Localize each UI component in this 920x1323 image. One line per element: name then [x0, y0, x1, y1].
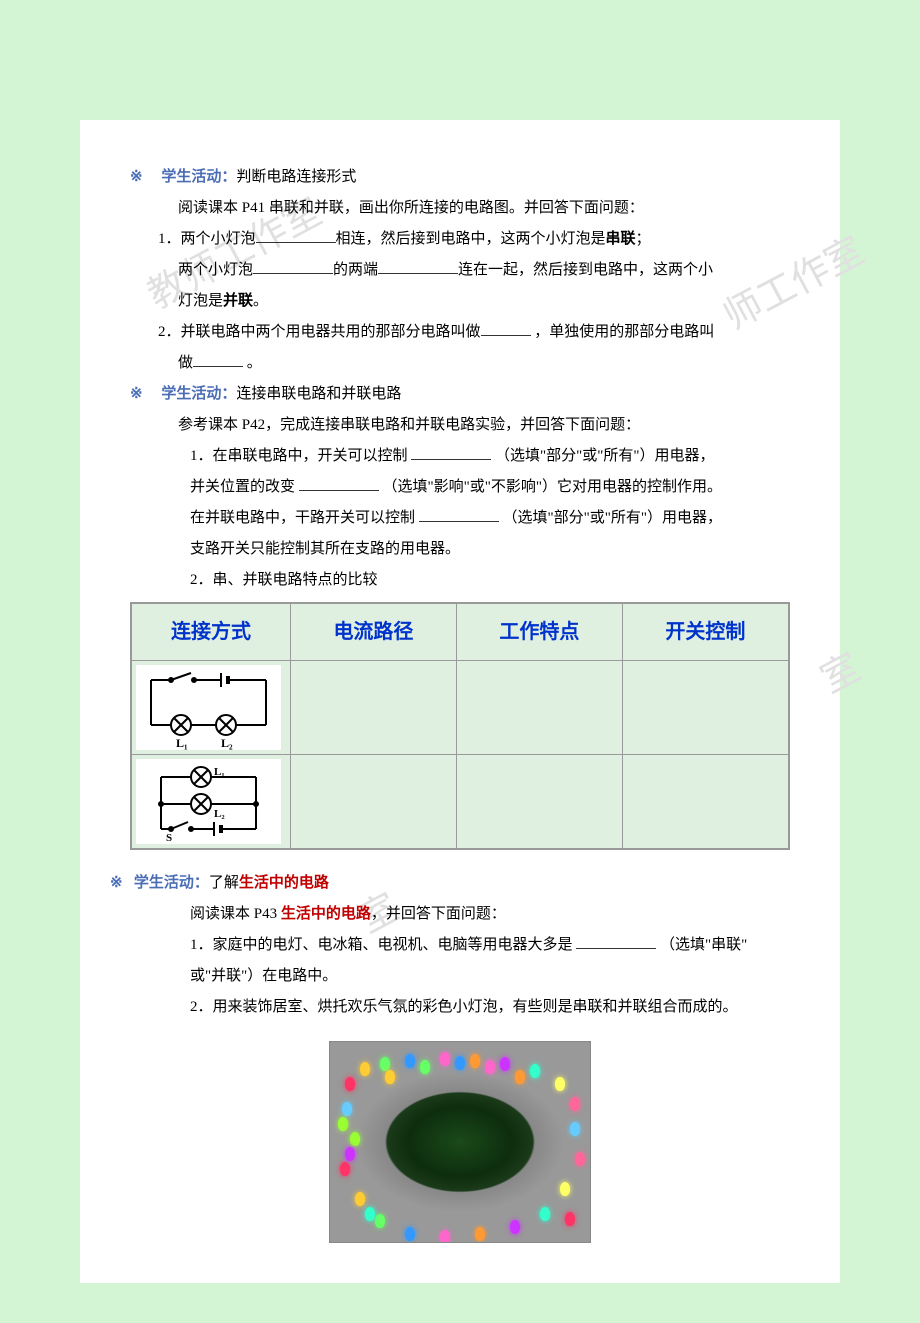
comparison-table: 连接方式 电流路径 工作特点 开关控制	[130, 602, 790, 850]
text: 在并联电路中，干路开关可以控制	[190, 510, 415, 526]
text: （选填"部分"或"所有"）用电器，	[503, 510, 723, 526]
q1-text: 相连，然后接到电路中，这两个小灯泡是	[336, 231, 606, 247]
q1b-text: 灯泡是	[178, 293, 223, 309]
watermark: 室	[808, 635, 874, 713]
cell-empty	[291, 661, 457, 755]
parallel-bold: 并联	[223, 293, 253, 309]
blank-field[interactable]	[256, 227, 336, 243]
q2-text: 做	[178, 355, 193, 371]
q1b-text: 。	[253, 293, 268, 309]
activity1-q2-end: 做 。	[130, 350, 790, 377]
q1-text: 1．两个小灯泡	[158, 231, 256, 247]
blank-field[interactable]	[576, 933, 656, 949]
label-l2: L₂	[221, 736, 233, 750]
series-circuit-diagram: L₁ L₂	[131, 661, 291, 755]
content-body: ※ 学生活动：判断电路连接形式 阅读课本 P41 串联和并联，画出你所连接的电路…	[130, 164, 790, 1253]
activity1-heading: ※ 学生活动：判断电路连接形式	[130, 164, 790, 191]
marker: ※	[110, 875, 123, 891]
christmas-lights-photo	[329, 1041, 591, 1243]
q1b-text: 的两端	[333, 262, 378, 278]
th-switch: 开关控制	[622, 603, 789, 661]
th-connection: 连接方式	[131, 603, 291, 661]
series-bold: 串联	[606, 231, 636, 247]
table-row-parallel: L₁ L₂ S	[131, 755, 789, 850]
activity3-heading: ※ 学生活动：了解生活中的电路	[110, 870, 790, 897]
activity2-q2: 2．串、并联电路特点的比较	[130, 567, 790, 594]
activity2-q1c: 并关位置的改变 （选填"影响"或"不影响"）它对用电器的控制作用。	[130, 474, 790, 501]
label-l1: L₁	[176, 736, 188, 750]
marker: ※	[130, 169, 143, 185]
label-s: S	[166, 832, 172, 844]
q2-text: 。	[247, 355, 262, 371]
text: 1．家庭中的电灯、电冰箱、电视机、电脑等用电器大多是	[190, 937, 573, 953]
activity1-title: 判断电路连接形式	[236, 169, 356, 185]
th-feature: 工作特点	[456, 603, 622, 661]
text: （选填"影响"或"不影响"）它对用电器的控制作用。	[383, 479, 723, 495]
activity2-heading: ※ 学生活动：连接串联电路和并联电路	[130, 381, 790, 408]
activity1-q1b-end: 灯泡是并联。	[130, 288, 790, 315]
blank-field[interactable]	[378, 258, 458, 274]
activity1-intro: 阅读课本 P41 串联和并联，画出你所连接的电路图。并回答下面问题：	[130, 195, 790, 222]
label-l2: L₂	[214, 808, 225, 820]
blank-field[interactable]	[411, 444, 491, 460]
text: （选填"串联"	[660, 937, 747, 953]
activity-label: 学生活动：	[134, 875, 209, 891]
parallel-circuit-diagram: L₁ L₂ S	[131, 755, 291, 850]
activity2-q1e: 在并联电路中，干路开关可以控制 （选填"部分"或"所有"）用电器，	[130, 505, 790, 532]
blank-field[interactable]	[419, 506, 499, 522]
activity-label: 学生活动：	[161, 386, 236, 402]
q1-text: ；	[636, 231, 651, 247]
text: 并关位置的改变	[190, 479, 295, 495]
title-red: 生活中的电路	[239, 875, 329, 891]
cell-empty	[622, 661, 789, 755]
text: 1．在串联电路中，开关可以控制	[190, 448, 408, 464]
red-text: 生活中的电路	[281, 906, 371, 922]
activity2-intro: 参考课本 P42，完成连接串联电路和并联电路实验，并回答下面问题：	[130, 412, 790, 439]
activity2-title: 连接串联电路和并联电路	[236, 386, 401, 402]
blank-field[interactable]	[193, 351, 243, 367]
q2-text: ，单独使用的那部分电路叫	[534, 324, 714, 340]
activity1-q2: 2．并联电路中两个用电器共用的那部分电路叫做 ，单独使用的那部分电路叫	[130, 319, 790, 346]
activity3-intro: 阅读课本 P43 生活中的电路，并回答下面问题：	[130, 901, 790, 928]
th-path: 电流路径	[291, 603, 457, 661]
text: ，并回答下面问题：	[371, 906, 506, 922]
activity-label: 学生活动：	[161, 169, 236, 185]
title-prefix: 了解	[209, 875, 239, 891]
blank-field[interactable]	[481, 320, 531, 336]
activity1-q1: 1．两个小灯泡 相连，然后接到电路中，这两个小灯泡是串联；	[130, 226, 790, 253]
marker: ※	[130, 386, 143, 402]
blank-field[interactable]	[299, 475, 379, 491]
activity3-q2: 2．用来装饰居室、烘托欢乐气氛的彩色小灯泡，有些则是串联和并联组合而成的。	[130, 994, 790, 1021]
q1b-text: 连在一起，然后接到电路中，这两个小	[458, 262, 713, 278]
activity3-q1c: 或"并联"）在电路中。	[130, 963, 790, 990]
activity1-q1b: 两个小灯泡 的两端 连在一起，然后接到电路中，这两个小	[130, 257, 790, 284]
activity2-q1a: 1．在串联电路中，开关可以控制 （选填"部分"或"所有"）用电器，	[130, 443, 790, 470]
table-header-row: 连接方式 电流路径 工作特点 开关控制	[131, 603, 789, 661]
cell-empty	[622, 755, 789, 850]
label-l1: L₁	[214, 766, 225, 778]
cell-empty	[456, 755, 622, 850]
activity3-q1: 1．家庭中的电灯、电冰箱、电视机、电脑等用电器大多是 （选填"串联"	[130, 932, 790, 959]
q1b-text: 两个小灯泡	[178, 262, 253, 278]
table-row-series: L₁ L₂	[131, 661, 789, 755]
document-page: 教师工作室 师工作室 室 室 室 ※ 学生活动：判断电路连接形式 阅读课本 P4…	[80, 120, 840, 1283]
blank-field[interactable]	[253, 258, 333, 274]
text: （选填"部分"或"所有"）用电器，	[495, 448, 715, 464]
photo-container	[130, 1041, 790, 1253]
q2-text: 2．并联电路中两个用电器共用的那部分电路叫做	[158, 324, 481, 340]
text: 阅读课本 P43	[190, 906, 281, 922]
cell-empty	[291, 755, 457, 850]
activity2-q1g: 支路开关只能控制其所在支路的用电器。	[130, 536, 790, 563]
cell-empty	[456, 661, 622, 755]
